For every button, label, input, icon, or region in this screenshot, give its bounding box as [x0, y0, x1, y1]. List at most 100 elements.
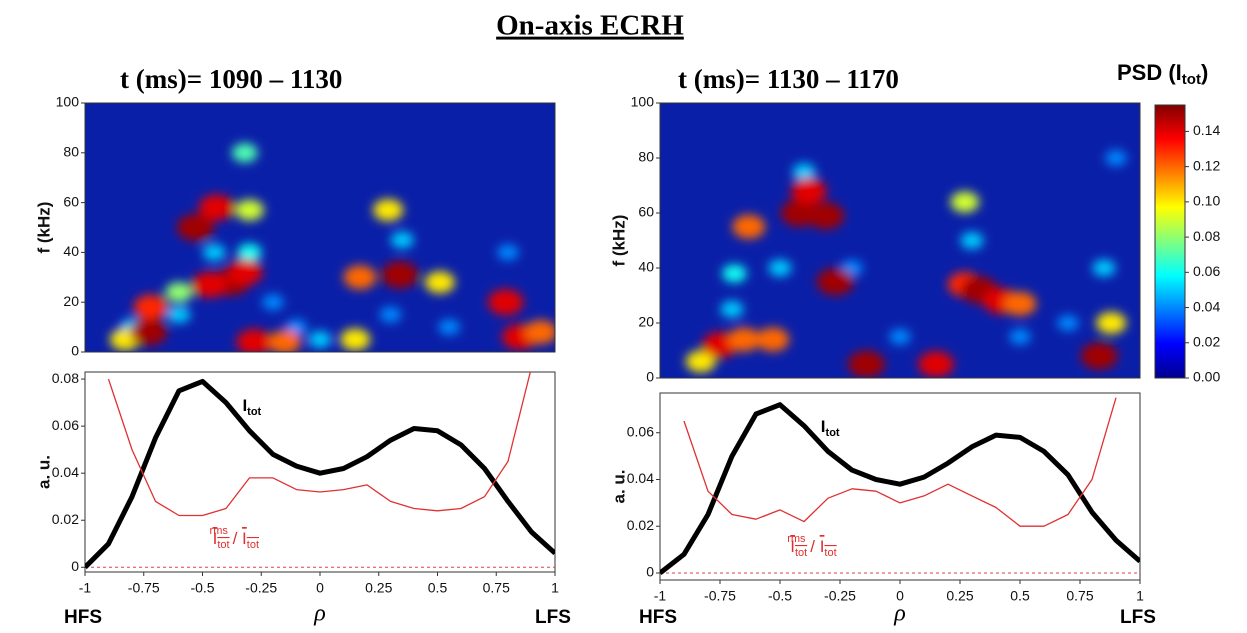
colorbar-tick-label: 0.04 [1193, 298, 1220, 314]
psd-blob [722, 264, 747, 283]
curve-label: Itot [242, 396, 261, 417]
curve-label-sub: tot [247, 406, 261, 418]
ratio-num-sub: tot [795, 547, 807, 559]
x-tick-label: -0.25 [824, 588, 856, 604]
colorbar-tick-label: 0.06 [1193, 263, 1220, 279]
colorbar-label-main: PSD (I [1117, 60, 1182, 85]
x-axis-label: ρ [893, 601, 906, 627]
y-axis-label: f (kHz) [609, 215, 628, 267]
y-tick-label: 0.02 [52, 511, 79, 527]
x-tick-label: 0.5 [1010, 588, 1030, 604]
x-tick-label: -0.5 [190, 580, 214, 596]
psd-blob [308, 331, 332, 349]
ratio-num: I [790, 537, 795, 556]
y-tick-label: 100 [631, 94, 655, 110]
psd-blob [792, 163, 816, 181]
series-line [683, 397, 1117, 527]
x-end-label: HFS [64, 607, 102, 628]
psd-blob [1096, 312, 1127, 334]
ratio-den-sub: tot [247, 539, 259, 551]
x-tick-label: 0.25 [946, 588, 973, 604]
psd-blob [524, 320, 555, 345]
ratio-den: I [820, 537, 825, 556]
psd-blob [685, 350, 716, 373]
y-tick-label: 0.02 [627, 517, 654, 533]
psd-blob [791, 178, 827, 204]
y-tick-label: 80 [638, 149, 654, 165]
panel-title: t (ms)= 1090 – 1130 [120, 64, 342, 94]
psd-blob [950, 191, 980, 213]
x-tick-label: -0.25 [245, 580, 277, 596]
x-tick-label: -1 [79, 580, 92, 596]
curve-label-sub: tot [826, 427, 840, 439]
psd-blob [816, 268, 854, 296]
colorbar-tick-label: 0.00 [1193, 369, 1220, 385]
psd-blob [720, 300, 744, 318]
psd-blob [198, 194, 235, 221]
ratio-den-sub: tot [824, 547, 836, 559]
psd-blob [768, 259, 792, 277]
x-tick-label: 1 [1136, 588, 1144, 604]
x-tick-label: -0.75 [704, 588, 736, 604]
x-tick-label: 0.25 [365, 580, 392, 596]
x-tick-label: 0 [896, 588, 904, 604]
y-tick-label: 0 [71, 558, 79, 574]
colorbar-tick-label: 0.10 [1193, 193, 1220, 209]
ratio-den: I [242, 529, 247, 548]
series-line [107, 372, 531, 517]
ratio-label: Itot rms / Itot [210, 525, 259, 551]
y-tick-label: 0.08 [52, 370, 79, 386]
y-tick-label: 0 [71, 343, 79, 359]
psd-blob [889, 328, 911, 345]
psd-blob [231, 143, 258, 163]
x-tick-label: -0.75 [128, 580, 160, 596]
y-tick-label: 40 [638, 259, 654, 275]
psd-blob [918, 351, 954, 378]
psd-blob [1080, 342, 1118, 370]
ratio-num-sup: rms [210, 525, 229, 537]
psd-blob [424, 271, 455, 294]
colorbar-label: PSD (Itot) [1117, 60, 1208, 88]
psd-blob [227, 259, 263, 286]
curve-label-main: I [821, 417, 826, 436]
y-tick-label: 100 [56, 94, 80, 110]
y-axis-label: a. u. [609, 469, 628, 503]
y-tick-label: 0.04 [627, 470, 654, 486]
psd-blob [191, 271, 228, 298]
x-end-label: LFS [535, 607, 571, 628]
y-axis-label: f (kHz) [34, 202, 53, 254]
panel-title: t (ms)= 1130 – 1170 [678, 64, 899, 94]
ratio-sep: / [228, 529, 242, 548]
y-tick-label: 0 [646, 369, 654, 385]
y-tick-label: 60 [638, 204, 654, 220]
psd-blob [960, 232, 984, 249]
y-tick-label: 0.04 [52, 464, 79, 480]
psd-blob [340, 328, 371, 351]
psd-blob [262, 294, 284, 311]
heatmap-blobs [109, 143, 555, 352]
x-tick-label: 0.5 [428, 580, 448, 596]
psd-blob [236, 329, 272, 352]
y-tick-label: 40 [63, 243, 79, 259]
x-tick-label: -1 [654, 588, 667, 604]
y-tick-label: 60 [63, 193, 79, 209]
ratio-num-sub: tot [217, 539, 229, 551]
x-tick-label: 1 [551, 580, 559, 596]
colorbar-label-end: ) [1201, 60, 1208, 85]
colorbar-tick-label: 0.02 [1193, 333, 1220, 349]
colorbar-label-sub: tot [1182, 71, 1201, 88]
psd-blob [497, 244, 519, 261]
psd-blob [390, 231, 414, 249]
y-axis-label: a. u. [34, 455, 53, 489]
plot-frame [84, 102, 556, 353]
x-tick-label: 0.75 [483, 580, 510, 596]
y-tick-label: 0 [646, 564, 654, 580]
colorbar-tick-label: 0.12 [1193, 157, 1220, 173]
psd-blob [732, 214, 766, 239]
psd-blob [1105, 150, 1127, 166]
psd-blob [373, 199, 404, 222]
curve-label: Itot [821, 417, 840, 438]
series-line [85, 378, 555, 570]
colorbar [1154, 104, 1186, 379]
